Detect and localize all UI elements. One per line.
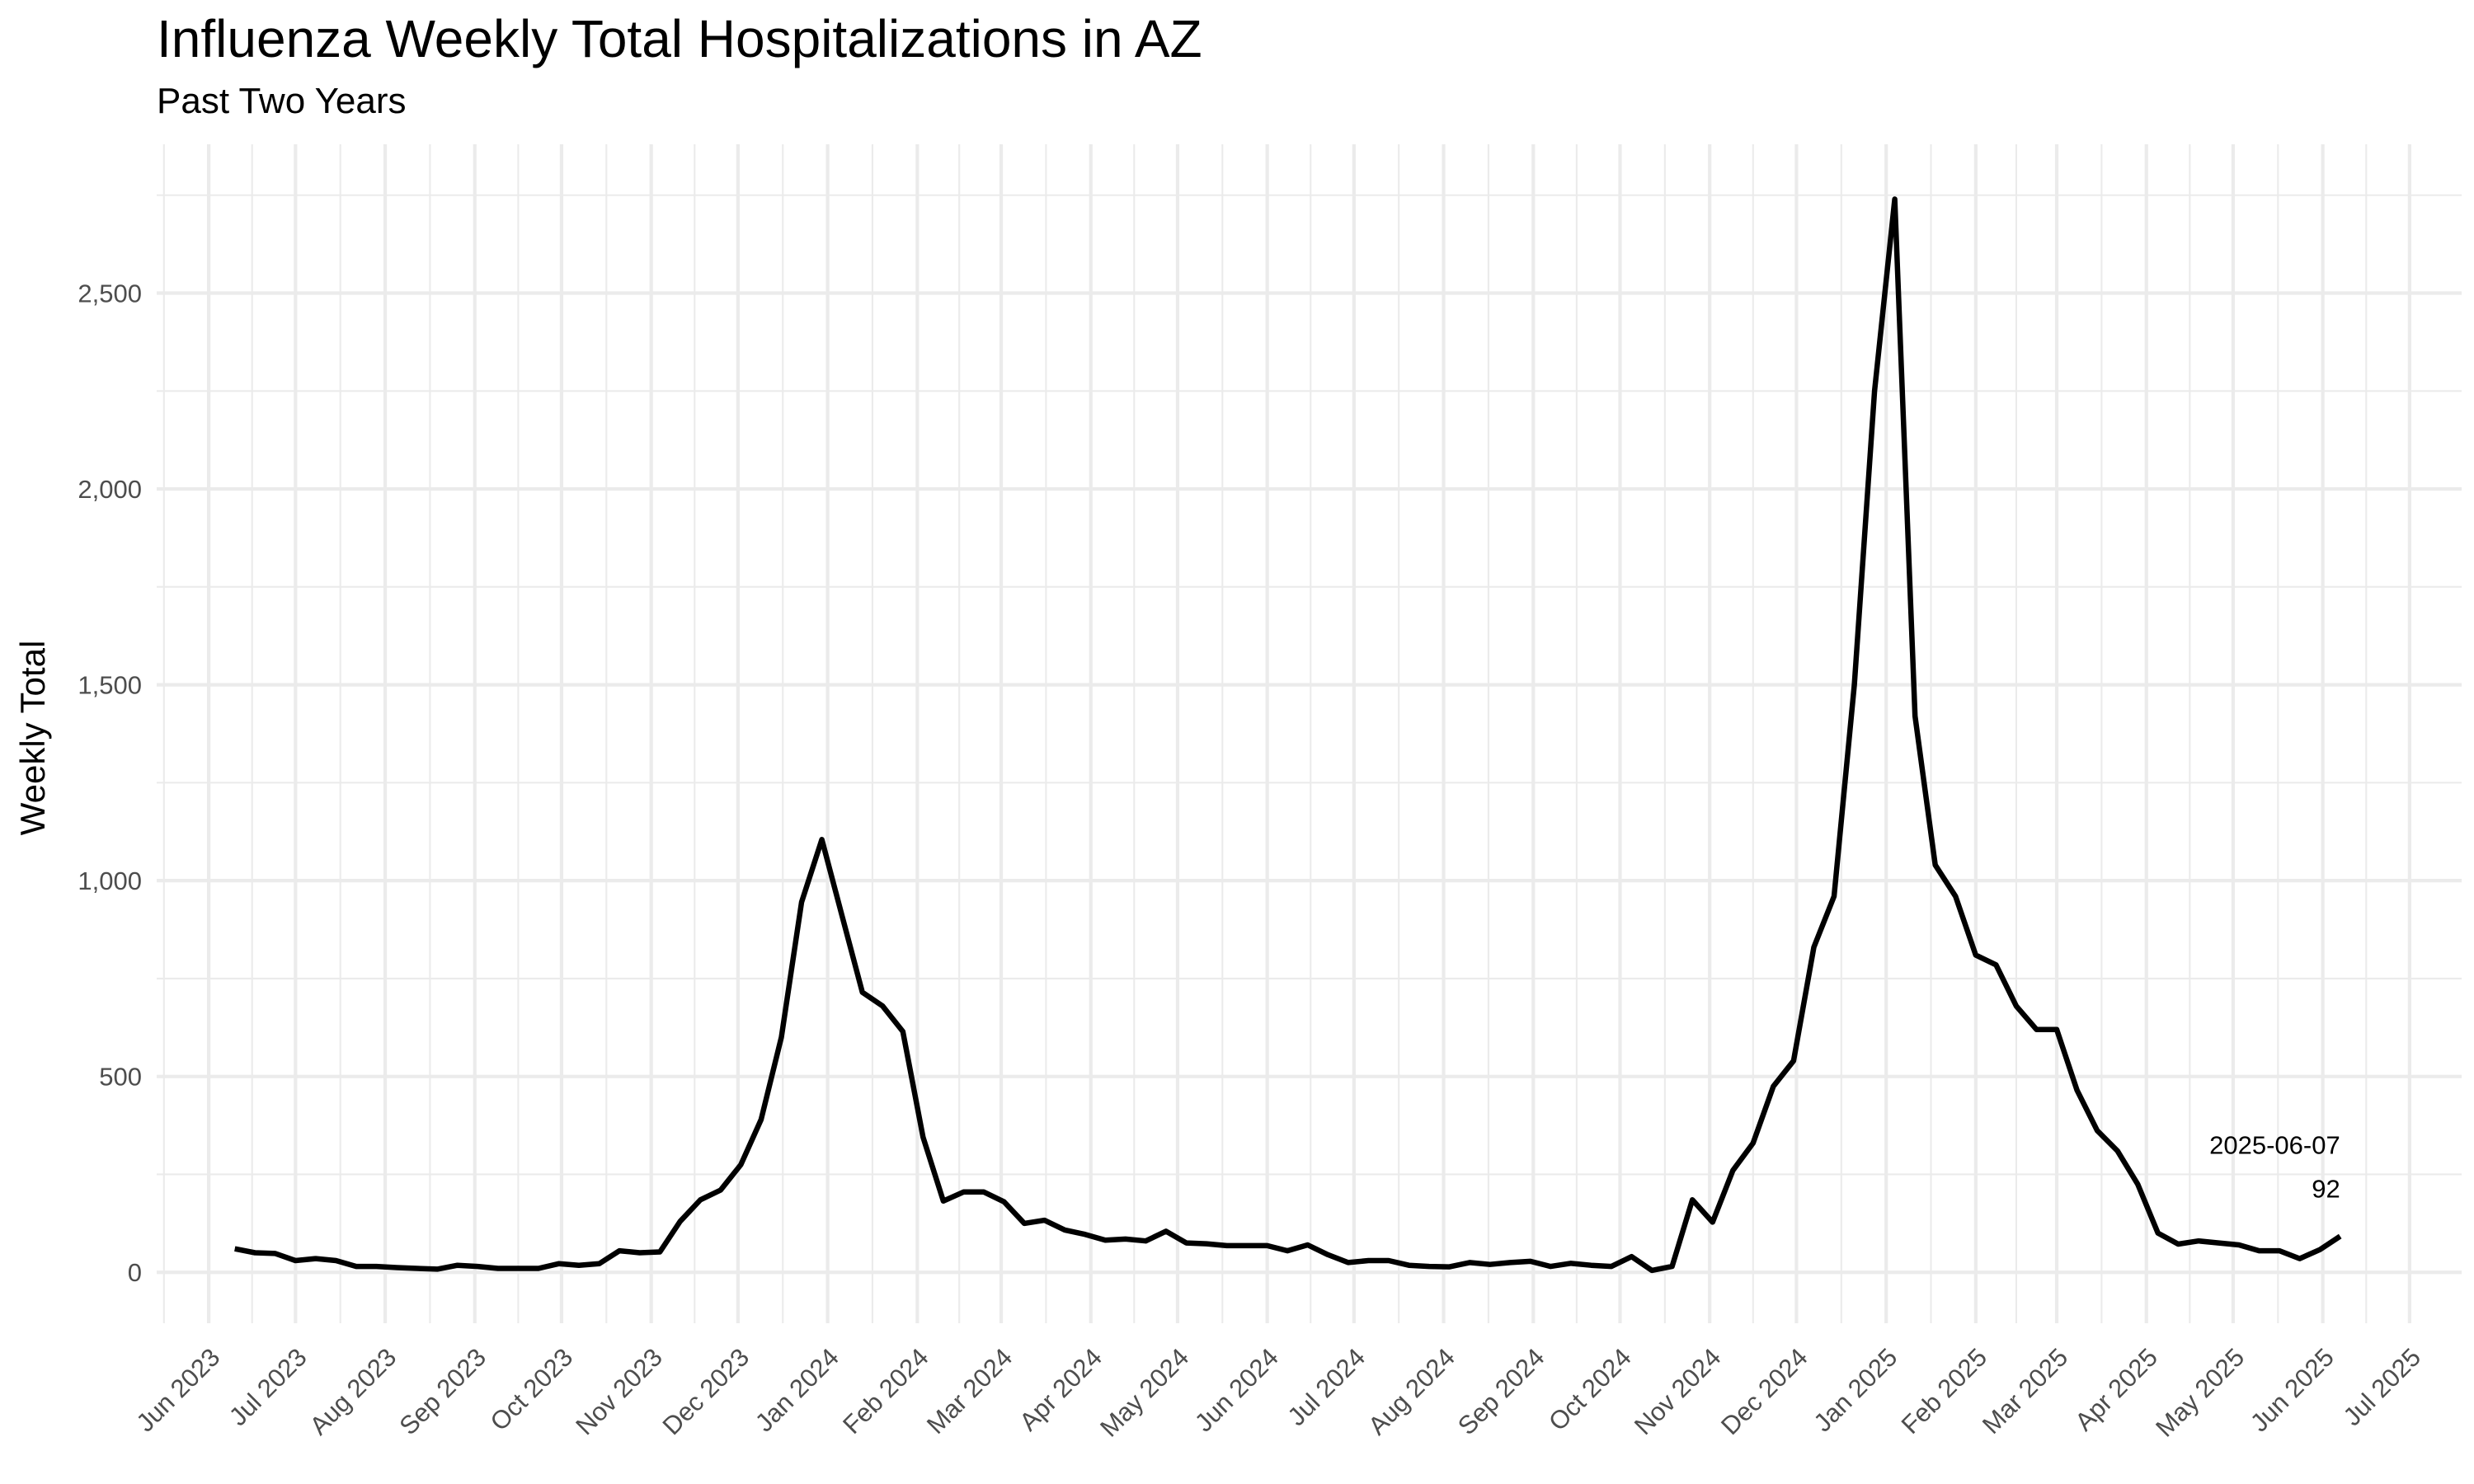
y-tick-label: 2,000 [78, 475, 142, 504]
annotation-date: 2025-06-07 [2209, 1131, 2340, 1160]
x-tick-label: Jan 2025 [1808, 1343, 1903, 1438]
y-tick-label: 500 [99, 1063, 142, 1092]
x-tick-label: Feb 2025 [1896, 1343, 1992, 1439]
x-tick-label: Sep 2024 [1452, 1343, 1550, 1441]
chart-subtitle: Past Two Years [157, 81, 407, 121]
y-tick-label: 0 [128, 1258, 142, 1287]
chart-title: Influenza Weekly Total Hospitalizations … [157, 9, 1202, 68]
y-axis-tick-labels: 0 500 1,000 1,500 2,000 2,500 [78, 279, 142, 1288]
y-tick-label: 1,000 [78, 866, 142, 895]
x-tick-label: Oct 2023 [485, 1343, 579, 1437]
x-tick-label: Jul 2025 [2338, 1343, 2427, 1432]
x-tick-label: Nov 2024 [1629, 1343, 1727, 1441]
y-tick-label: 1,500 [78, 671, 142, 700]
x-tick-label: Aug 2023 [304, 1343, 402, 1441]
x-tick-label: Jun 2024 [1189, 1343, 1284, 1438]
annotation-value: 92 [2312, 1175, 2340, 1204]
x-tick-label: Jun 2023 [130, 1343, 225, 1438]
x-tick-label: Nov 2023 [570, 1343, 668, 1441]
y-axis-title: Weekly Total [13, 641, 52, 836]
x-tick-label: Apr 2025 [2069, 1343, 2163, 1437]
x-tick-label: Jul 2024 [1282, 1343, 1371, 1432]
minor-gridlines [157, 144, 2462, 1323]
x-tick-label: Jul 2023 [223, 1343, 313, 1432]
x-tick-label: May 2025 [2150, 1343, 2250, 1443]
x-tick-label: Aug 2024 [1362, 1343, 1460, 1441]
x-tick-label: Sep 2023 [393, 1343, 492, 1441]
x-tick-label: May 2024 [1094, 1343, 1194, 1443]
x-tick-label: Jun 2025 [2245, 1343, 2340, 1438]
x-tick-label: Jan 2024 [750, 1343, 844, 1438]
x-tick-label: Apr 2024 [1014, 1343, 1108, 1437]
x-tick-label: Mar 2025 [1977, 1343, 2073, 1439]
x-tick-label: Feb 2024 [837, 1343, 934, 1439]
series-layer [234, 196, 2342, 1274]
y-tick-label: 2,500 [78, 279, 142, 308]
x-tick-label: Oct 2024 [1543, 1343, 1637, 1437]
x-tick-label: Dec 2023 [657, 1343, 755, 1441]
annotation-layer: 2025-06-07 92 [2209, 1131, 2340, 1204]
x-tick-label: Mar 2024 [921, 1343, 1018, 1439]
x-tick-label: Dec 2024 [1715, 1343, 1813, 1441]
series-line [234, 196, 2342, 1274]
major-gridlines [157, 144, 2462, 1323]
